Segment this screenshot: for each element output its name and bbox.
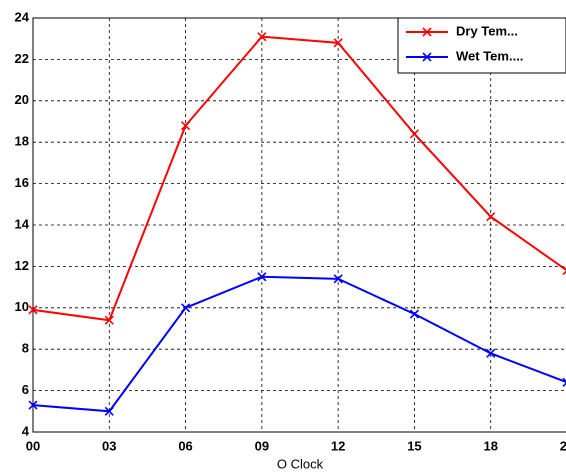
marker — [104, 315, 114, 325]
marker — [409, 309, 419, 319]
series-line — [32, 35, 566, 322]
marker — [562, 377, 566, 387]
legend-marker — [422, 52, 432, 62]
x-tick-label: 06 — [178, 438, 192, 453]
y-tick-label: 22 — [15, 51, 29, 66]
marker — [562, 265, 566, 276]
marker — [28, 400, 38, 410]
y-tick-label: 12 — [15, 258, 29, 273]
x-tick-label: 18 — [483, 438, 497, 453]
marker — [257, 272, 267, 282]
marker — [333, 274, 343, 284]
y-tick-label: 8 — [22, 341, 29, 356]
legend-marker — [422, 27, 432, 37]
legend-label: Wet Tem.... — [456, 48, 523, 63]
series-line — [32, 275, 566, 413]
marker — [257, 32, 267, 42]
x-tick-label: 00 — [26, 438, 40, 453]
marker — [181, 121, 191, 131]
y-tick-label: 20 — [15, 92, 29, 107]
y-tick-label: 16 — [15, 175, 29, 190]
x-tick-label: 21 — [560, 438, 566, 453]
y-tick-label: 14 — [15, 216, 30, 231]
y-tick-label: 10 — [15, 299, 29, 314]
y-tick-label: 6 — [22, 382, 29, 397]
y-tick-label: 24 — [15, 9, 30, 24]
marker — [28, 305, 38, 315]
marker — [409, 129, 419, 139]
marker — [486, 348, 496, 358]
x-axis-label: O Clock — [277, 456, 324, 471]
x-tick-label: 12 — [331, 438, 345, 453]
legend-label: Dry Tem... — [456, 23, 518, 38]
marker — [181, 303, 191, 313]
legend-box — [397, 17, 566, 74]
y-tick-label: 4 — [22, 423, 30, 438]
x-tick-label: 09 — [255, 438, 269, 453]
x-tick-label: 03 — [102, 438, 116, 453]
marker — [333, 38, 343, 48]
y-tick-label: 18 — [15, 134, 29, 149]
marker — [104, 406, 114, 416]
marker — [486, 212, 496, 222]
x-tick-label: 15 — [407, 438, 421, 453]
